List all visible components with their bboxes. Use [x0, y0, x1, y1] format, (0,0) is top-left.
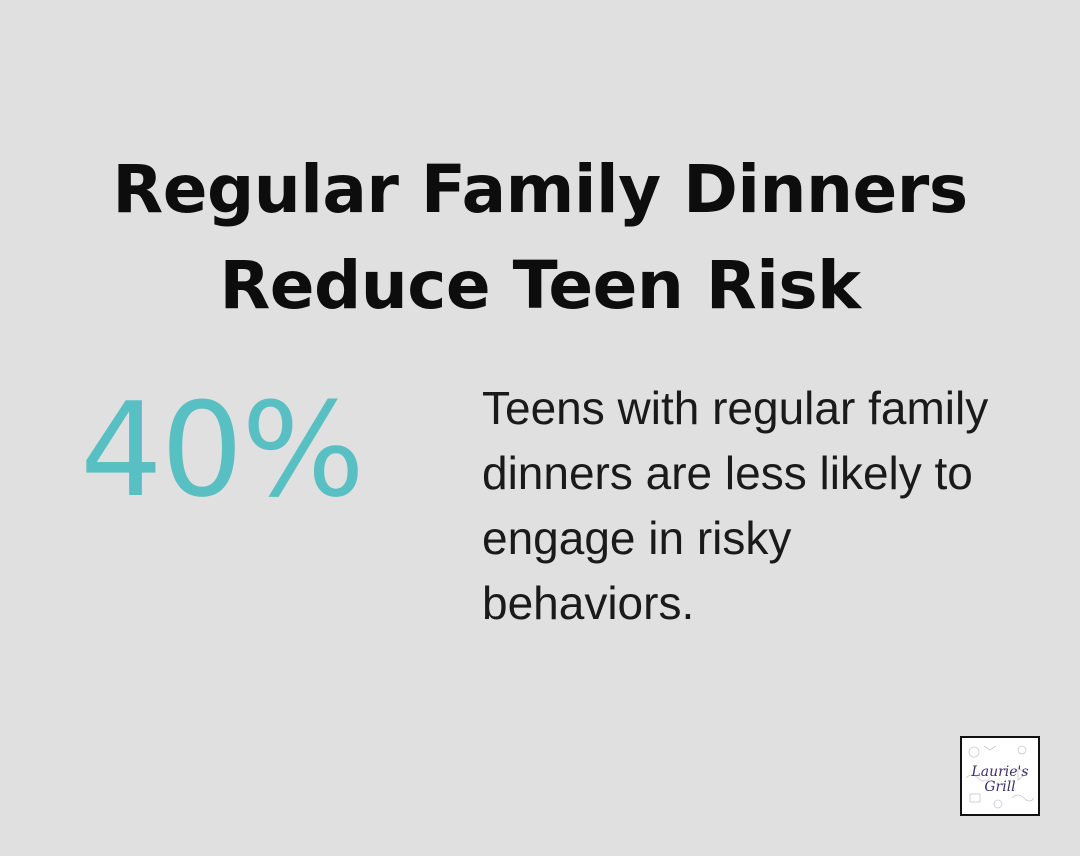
logo-text-line-1: Laurie's	[970, 764, 1028, 780]
title-line-2: Reduce Teen Risk	[219, 247, 861, 325]
page-title: Regular Family Dinners Reduce Teen Risk	[0, 142, 1080, 334]
stat-value: 40%	[80, 374, 365, 526]
title-line-1: Regular Family Dinners	[112, 151, 968, 229]
logo-text-line-2: Grill	[984, 779, 1015, 795]
brand-logo: Laurie's Grill	[960, 736, 1040, 816]
stat-description: Teens with regular family dinners are le…	[482, 382, 989, 629]
logo-doodle-icon: Laurie's Grill	[965, 745, 1035, 809]
